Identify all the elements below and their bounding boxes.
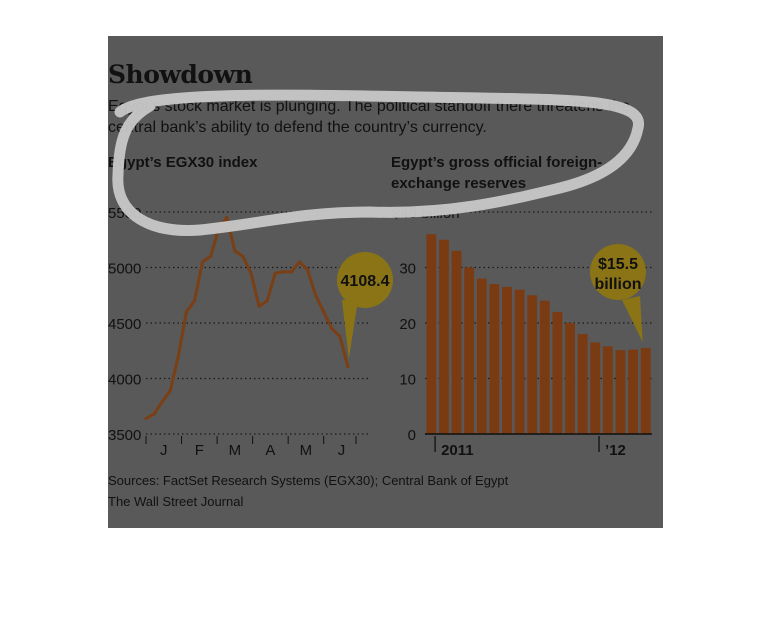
egx30-data-point — [144, 416, 148, 421]
reserves-x-tick-label: ’12 — [605, 442, 626, 459]
reserves-bar — [577, 334, 588, 434]
reserves-y-tick-label: 0 — [408, 427, 416, 444]
egx30-data-point — [265, 299, 269, 303]
reserves-bar — [476, 278, 487, 434]
egx30-data-point — [346, 364, 350, 369]
egx30-data-point — [297, 260, 302, 264]
publisher-credit: The Wall Street Journal — [108, 494, 244, 509]
egx30-callout-pointer — [341, 300, 358, 359]
reserves-y-tick-label: $40 billion — [392, 205, 460, 222]
reserves-bar — [640, 347, 651, 434]
egx30-data-point — [273, 271, 277, 275]
egx30-data-point — [330, 326, 334, 331]
reserves-callout-value: $15.5 — [598, 256, 638, 273]
egx30-x-tick-label: M — [300, 442, 313, 459]
egx30-data-point — [200, 260, 205, 264]
reserves-callout-pointer — [622, 296, 643, 342]
reserves-bar — [539, 300, 550, 434]
reserves-bar — [489, 284, 500, 434]
egx30-x-tick-label: J — [338, 442, 346, 459]
egx30-callout-label: 4108.4 — [341, 273, 390, 290]
reserves-bar — [565, 323, 575, 434]
egx30-y-tick-label: 3500 — [108, 427, 141, 444]
egx30-y-tick-label: 5500 — [108, 205, 141, 222]
reserves-x-tick-label: 2011 — [441, 442, 474, 459]
egx30-data-point — [184, 310, 188, 314]
egx30-data-point — [209, 254, 213, 258]
reserves-callout-bubble — [590, 244, 646, 300]
egx30-data-point — [241, 254, 245, 258]
reserves-bar — [464, 267, 475, 434]
reserves-bar — [628, 349, 639, 434]
egx30-y-tick-label: 4000 — [108, 372, 141, 389]
egx30-data-point — [249, 271, 253, 275]
egx30-y-tick-label: 5000 — [108, 261, 141, 278]
egx30-data-point — [257, 304, 261, 308]
reserves-bar — [602, 346, 613, 434]
reserves-bar — [438, 239, 449, 434]
egx30-y-tick-label: 4500 — [108, 316, 141, 333]
egx30-x-tick-label: A — [265, 442, 275, 459]
reserves-bar — [426, 234, 437, 434]
egx30-data-point — [289, 270, 293, 274]
reserves-y-tick-label: 20 — [399, 316, 416, 333]
egx30-data-point — [192, 299, 197, 303]
reserves-bar — [451, 250, 462, 434]
sources-note: Sources: FactSet Research Systems (EGX30… — [108, 473, 509, 488]
egx30-data-point — [322, 310, 326, 314]
reserves-bar — [527, 295, 538, 434]
egx30-data-point — [338, 334, 342, 338]
reserves-callout-unit: billion — [594, 276, 641, 293]
egx30-data-point — [176, 354, 180, 358]
page-title: Showdown — [108, 60, 253, 89]
reserves-bar — [590, 342, 601, 434]
reserves-bar — [615, 350, 626, 434]
egx30-x-tick-label: M — [229, 442, 242, 459]
egx30-data-point — [314, 293, 318, 297]
reserves-bar — [552, 311, 563, 434]
egx30-data-point — [217, 227, 221, 231]
egx30-data-point — [233, 249, 237, 253]
reserves-bar — [502, 286, 512, 434]
egx30-data-point — [225, 215, 229, 220]
egx30-series-line — [145, 216, 350, 420]
egx30-data-point — [160, 400, 164, 404]
reserves-y-tick-label: 10 — [399, 372, 416, 389]
egx30-data-point — [168, 389, 172, 393]
reserves-bar — [514, 289, 525, 434]
egx30-x-tick-label: F — [195, 442, 204, 459]
egx30-data-point — [281, 270, 285, 274]
egx30-data-point — [152, 412, 156, 416]
egx30-data-point — [305, 268, 310, 272]
egx30-x-tick-label: J — [160, 442, 168, 459]
egx30-callout-bubble — [337, 252, 393, 308]
reserves-y-tick-label: 30 — [399, 261, 416, 278]
